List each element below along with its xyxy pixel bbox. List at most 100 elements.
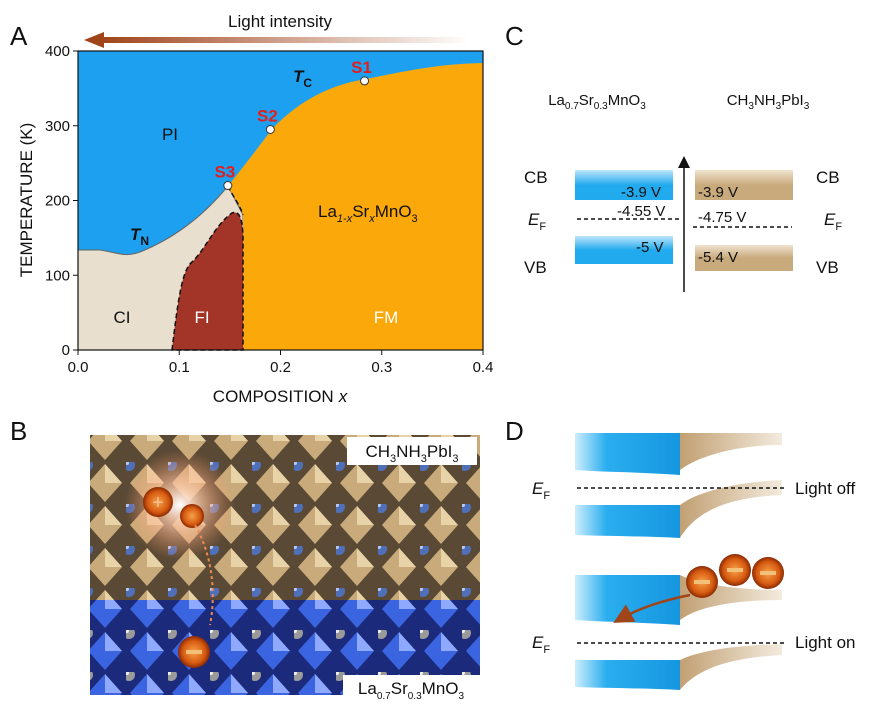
part: NH: [754, 92, 776, 109]
plus: +: [152, 492, 164, 514]
part: La: [358, 679, 377, 698]
band: [575, 433, 680, 475]
part: MnO: [608, 92, 641, 109]
energy-value: -3.9 V: [698, 184, 738, 201]
part: MnO: [422, 679, 459, 698]
y-tick-label: 0: [62, 342, 70, 359]
part: CH: [365, 442, 390, 461]
band-diagram-off: EF Light off: [532, 433, 855, 538]
x-tick-label: 0.3: [371, 359, 392, 376]
sample-label: S1: [351, 58, 372, 77]
cb-label: CB: [816, 168, 840, 187]
part: NH: [396, 442, 421, 461]
sub: 0.3: [594, 101, 608, 112]
sub: 3: [640, 101, 646, 112]
panel-letter: C: [505, 21, 524, 51]
band: [575, 660, 680, 690]
part: La: [318, 202, 337, 221]
sample-label: S3: [214, 163, 235, 182]
intensity-arrow-head: [84, 32, 104, 48]
part: PbI: [781, 92, 804, 109]
sub: 0.3: [408, 691, 422, 702]
part: E: [532, 633, 544, 652]
sub: F: [539, 221, 546, 233]
energy-value: -3.9 V: [621, 184, 661, 201]
energy-value: -5.4 V: [698, 249, 738, 266]
region-label: PI: [162, 125, 178, 144]
x-tick-label: 0.2: [270, 359, 291, 376]
part: PbI: [427, 442, 453, 461]
sub: 1-x: [337, 213, 353, 225]
sub: 3: [452, 453, 458, 465]
sub: F: [543, 644, 550, 656]
intensity-arrow: [100, 37, 470, 43]
material-label: CH3NH3PbI3: [727, 92, 810, 112]
part: E: [824, 210, 836, 229]
cb-label: CB: [524, 168, 548, 187]
panel-letter: B: [10, 416, 27, 446]
y-tick-label: 300: [45, 118, 70, 135]
panel-letter: D: [505, 416, 524, 446]
y-tick-label: 400: [45, 43, 70, 60]
part: MnO: [375, 202, 412, 221]
energy-value: -4.55 V: [617, 203, 665, 220]
x-tick-label: 0.0: [68, 359, 89, 376]
ef-label: EF: [532, 479, 550, 502]
tc-sub: C: [303, 76, 312, 90]
sub: F: [543, 490, 550, 502]
ef-label: EF: [528, 210, 546, 233]
tn-sub: N: [140, 234, 149, 248]
sub: 3: [412, 213, 418, 225]
sample-point: [266, 125, 274, 133]
arrow-label: Light intensity: [228, 12, 332, 31]
sample-point: [361, 77, 369, 85]
figure: A B C D Light intensity PI CI FI FM TC T…: [0, 0, 880, 706]
band-diagram-on: EF Light on: [532, 554, 856, 690]
part: COMPOSITION: [213, 387, 334, 406]
panel-letter: A: [10, 21, 28, 51]
state-label: Light on: [795, 633, 856, 652]
part: x: [338, 387, 348, 406]
ef-label: EF: [532, 633, 550, 656]
band: [575, 505, 680, 538]
vb-label: VB: [816, 258, 839, 277]
region-label: CI: [114, 308, 131, 327]
part: La: [548, 92, 565, 109]
sub: 0.7: [565, 101, 579, 112]
minus: [186, 650, 202, 654]
energy-value: -5 V: [636, 239, 664, 256]
part: E: [532, 479, 544, 498]
x-tick-label: 0.1: [169, 359, 190, 376]
material-label: La0.7Sr0.3MnO3: [548, 92, 646, 112]
band: [680, 644, 782, 690]
y-tick-label: 200: [45, 193, 70, 210]
minus: [694, 580, 710, 584]
band: [680, 433, 782, 470]
minus: [727, 568, 743, 572]
electron: [180, 504, 204, 528]
sample-label: S2: [257, 106, 278, 125]
ef-label: EF: [824, 210, 842, 233]
energy-value: -4.75 V: [698, 209, 746, 226]
y-axis-title: TEMPERATURE (K): [17, 123, 36, 278]
region-label: FM: [374, 308, 399, 327]
sub: 0.7: [377, 691, 391, 702]
minus: [760, 571, 776, 575]
y-tick-label: 100: [45, 267, 70, 284]
crystal-image: + CH3NH3PbI3 La0.7Sr0.3MnO3: [90, 435, 480, 702]
glow: [125, 450, 235, 560]
sub: 3: [459, 691, 465, 702]
sub: F: [835, 221, 842, 233]
region-label: FI: [194, 308, 209, 327]
part: CH: [727, 92, 749, 109]
x-tick-label: 0.4: [473, 359, 494, 376]
vb-label: VB: [524, 258, 547, 277]
part: Sr: [579, 92, 594, 109]
sample-point: [224, 182, 232, 190]
part: E: [528, 210, 540, 229]
part: Sr: [391, 679, 408, 698]
state-label: Light off: [795, 479, 855, 498]
part: Sr: [352, 202, 369, 221]
